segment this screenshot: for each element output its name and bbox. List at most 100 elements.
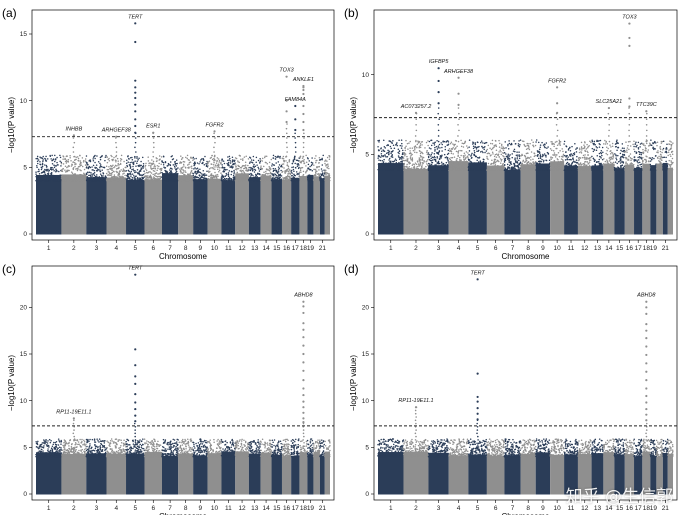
snp-hit [645, 300, 648, 303]
x-tick-label: 4 [114, 505, 118, 512]
snp-hit [645, 407, 648, 411]
snp-hit [134, 124, 137, 128]
snp-hit [302, 421, 305, 424]
snp-hit [134, 420, 137, 423]
x-tick-label: 16 [283, 245, 291, 252]
x-tick-label: 21 [319, 505, 327, 512]
snp-hit [437, 91, 440, 94]
snp-hit [645, 306, 648, 309]
x-tick-label: 5 [133, 245, 137, 252]
snp-cloud [377, 438, 674, 495]
y-axis-title: −log10(P value) [7, 355, 16, 411]
gene-label: RP11-19E11.1 [398, 398, 433, 404]
snp-hit [628, 22, 631, 25]
x-axis-title: Chromosome [159, 252, 208, 261]
x-tick-label: 21 [662, 505, 670, 512]
x-tick-label: 14 [262, 245, 270, 252]
x-tick-label: 1 [389, 245, 393, 252]
gene-label: ESR1 [146, 124, 160, 130]
gene-label: TOX3 [622, 15, 637, 21]
snp-hit [134, 414, 137, 417]
y-tick-label: 0 [365, 491, 369, 498]
snp-hit [302, 369, 305, 372]
plot-frame [31, 9, 335, 241]
y-axis-title: −log10(P value) [349, 97, 358, 153]
x-tick-label: 5 [476, 505, 480, 512]
x-tick-label: 21 [662, 245, 670, 252]
x-tick-label: 11 [568, 505, 575, 512]
snp-hit [134, 103, 137, 106]
snp-hit [134, 86, 137, 89]
x-tick-label: 8 [184, 245, 188, 252]
snp-hit [302, 352, 305, 356]
x-tick-label: 1 [47, 245, 51, 252]
x-tick-label: 19 [307, 245, 315, 252]
gene-label: FGFR2 [206, 122, 224, 128]
gene-label: ARHGEF38 [101, 128, 132, 134]
x-axis-title: Chromosome [501, 512, 550, 515]
snp-hit [457, 76, 460, 79]
gene-label: ABHD8 [293, 293, 313, 299]
snp-hit [476, 407, 479, 410]
snp-hit [285, 120, 288, 124]
snp-hit [302, 361, 305, 364]
snp-hit [302, 393, 305, 397]
gene-label: IGFBP5 [429, 59, 450, 65]
y-tick-label: 0 [23, 231, 27, 238]
snp-hit [134, 393, 137, 396]
y-tick-label: 0 [23, 491, 27, 498]
x-tick-label: 17 [635, 245, 643, 252]
snp-hit [134, 22, 137, 25]
x-tick-label: 3 [95, 245, 99, 252]
manhattan-panel: (b) AC073257.2 IGFBP5 ARHGEF38 FGFR2 SLC25A21… [344, 6, 678, 261]
x-tick-label: 10 [211, 505, 219, 512]
x-tick-label: 2 [414, 505, 418, 512]
snp-hit [294, 104, 297, 108]
x-tick-label: 6 [151, 505, 155, 512]
x-tick-label: 13 [594, 505, 602, 512]
snp-hit [302, 311, 305, 315]
snp-hit [134, 401, 137, 404]
snp-hit [476, 278, 479, 281]
x-tick-label: 4 [457, 505, 461, 512]
snp-hit [476, 372, 479, 375]
x-tick-label: 15 [616, 505, 624, 512]
x-tick-label: 19 [650, 505, 658, 512]
snp-hit [628, 97, 631, 100]
x-tick-label: 14 [605, 505, 613, 512]
panel-label: (b) [344, 6, 359, 20]
x-tick-label: 18 [300, 505, 308, 512]
snp-hit [72, 134, 75, 137]
snp-hit [645, 413, 648, 416]
x-tick-label: 18 [643, 505, 651, 512]
x-tick-label: 6 [494, 245, 498, 252]
snp-hit [645, 394, 648, 398]
snp-hit [134, 118, 137, 121]
snp-hit [302, 104, 305, 108]
y-tick-label: 10 [20, 398, 28, 405]
x-tick-label: 2 [72, 505, 76, 512]
y-tick-label: 20 [20, 305, 28, 312]
snp-hit [645, 379, 648, 382]
y-tick-label: 5 [23, 445, 27, 452]
x-tick-label: 8 [526, 245, 530, 252]
x-tick-label: 16 [626, 505, 634, 512]
plot-frame [373, 9, 678, 241]
watermark: 知乎 @生信郭 [565, 487, 673, 507]
x-tick-label: 1 [47, 505, 51, 512]
snp-hit [628, 36, 631, 40]
y-axis-title: −log10(P value) [7, 97, 16, 153]
snp-hit [437, 102, 440, 105]
x-tick-label: 3 [95, 505, 99, 512]
snp-hit [134, 40, 137, 44]
snp-hit [302, 86, 305, 89]
snp-hit [302, 300, 305, 303]
gene-label: TERT [128, 14, 143, 20]
y-tick-label: 10 [362, 72, 370, 79]
y-tick-label: 10 [20, 98, 28, 105]
y-tick-label: 5 [23, 165, 27, 172]
snp-hit [134, 79, 137, 82]
panel-label: (a) [2, 6, 17, 20]
snp-hit [302, 322, 305, 325]
